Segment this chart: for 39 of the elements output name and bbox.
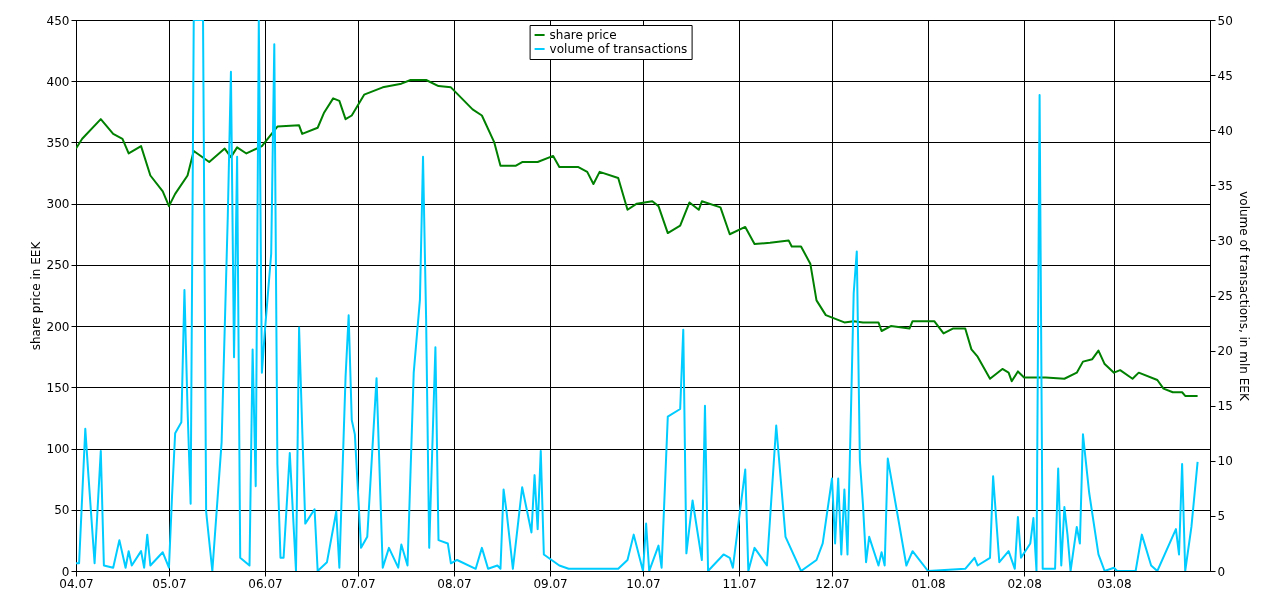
y2-tick-label: 45 (1217, 68, 1233, 83)
x-tick-label: 11.07 (722, 576, 757, 591)
y-tick-label: 100 (46, 442, 70, 457)
y-tick-label: 450 (46, 13, 70, 28)
x-tick-label: 07.07 (341, 576, 376, 591)
x-tick-label: 12.07 (815, 576, 850, 591)
x-tick-label: 01.08 (911, 576, 946, 591)
y2-tick-label: 15 (1217, 399, 1233, 414)
y-tick-label: 200 (46, 319, 70, 334)
x-tick-label: 05.07 (152, 576, 187, 591)
y2-tick-label: 35 (1217, 178, 1233, 193)
y2-tick-label: 0 (1217, 564, 1226, 579)
y2-tick-label: 20 (1217, 344, 1233, 359)
y2-axis-title: volume of transactions, in mln EEK (1236, 191, 1251, 402)
y-tick-label: 350 (46, 135, 70, 150)
y-tick-label: 400 (46, 74, 70, 89)
x-tick-label: 02.08 (1007, 576, 1042, 591)
x-tick-label: 06.07 (248, 576, 283, 591)
line-series (76, 20, 1199, 571)
x-tick-label: 10.07 (626, 576, 661, 591)
y2-tick-label: 50 (1217, 13, 1233, 28)
y2-tick-label: 5 (1217, 509, 1226, 524)
x-tick-label: 08.07 (437, 576, 472, 591)
x-tick-label: 03.08 (1097, 576, 1132, 591)
y-tick-label: 0 (61, 564, 70, 579)
y2-tick-label: 10 (1217, 454, 1233, 469)
y2-tick-label: 40 (1217, 123, 1233, 138)
legend-label: volume of transactions (549, 42, 688, 56)
y-axis-title: share price in EEK (28, 240, 43, 351)
legend-label: share price (549, 28, 617, 42)
y2-tick-label: 25 (1217, 289, 1233, 303)
y2-tick-label: 30 (1217, 233, 1233, 248)
x-tick-label: 09.07 (533, 576, 568, 591)
y-tick-label: 300 (46, 197, 70, 212)
x-tick-label: 04.07 (59, 576, 94, 591)
line-series (76, 79, 1199, 397)
y-tick-label: 150 (46, 380, 70, 395)
y-tick-label: 50 (54, 503, 70, 518)
y-tick-label: 250 (46, 258, 70, 273)
